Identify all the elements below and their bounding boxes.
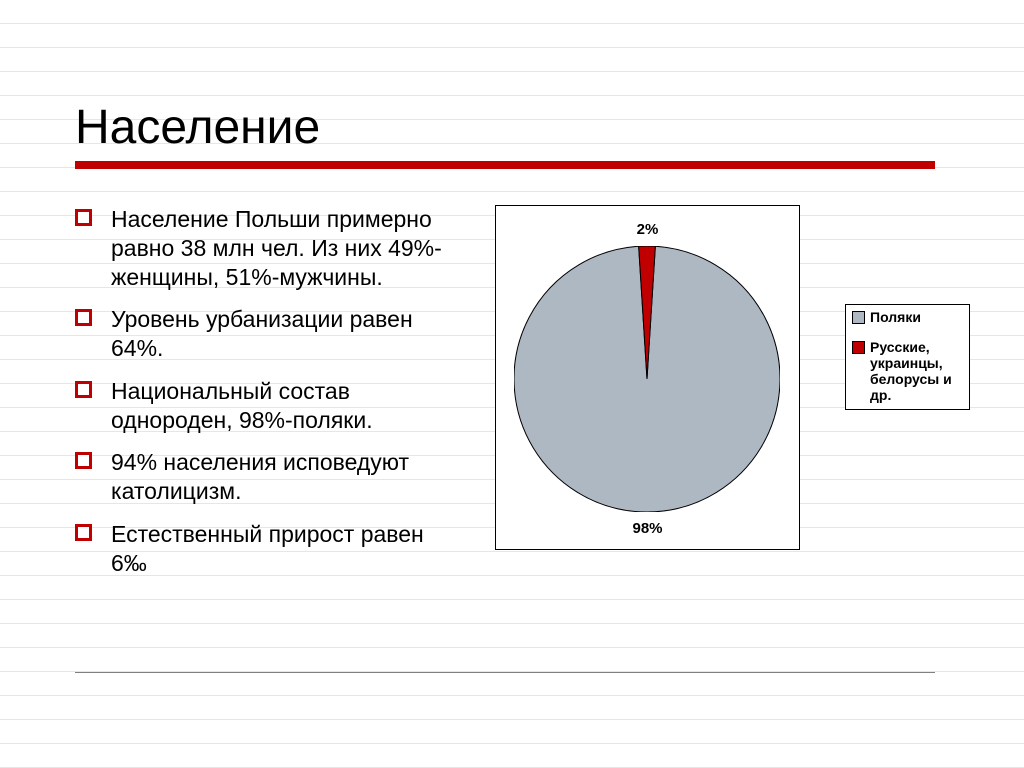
square-bullet-icon: [75, 524, 92, 541]
legend-swatch: [852, 341, 865, 354]
list-item: Население Польши примерно равно 38 млн ч…: [75, 205, 445, 291]
bullet-list: Население Польши примерно равно 38 млн ч…: [75, 205, 445, 591]
square-bullet-icon: [75, 209, 92, 226]
list-item: 94% населения исповедуют католицизм.: [75, 448, 445, 506]
bullet-text: 94% населения исповедуют католицизм.: [111, 449, 409, 504]
bullet-text: Население Польши примерно равно 38 млн ч…: [111, 206, 442, 290]
title-underline: [75, 161, 935, 169]
pie-chart: [514, 246, 780, 512]
list-item: Национальный состав однороден, 98%-поляк…: [75, 377, 445, 435]
slide-content: Население Население Польши примерно равн…: [75, 100, 955, 591]
footer-divider: [75, 672, 935, 673]
legend-label: Поляки: [870, 309, 921, 325]
content-row: Население Польши примерно равно 38 млн ч…: [75, 205, 955, 591]
legend-item: Русские, украинцы, белорусы и др.: [852, 339, 963, 403]
bullet-text: Национальный состав однороден, 98%-поляк…: [111, 378, 373, 433]
pie-label-top: 2%: [496, 221, 799, 238]
legend-swatch: [852, 311, 865, 324]
bullet-text: Уровень урбанизации равен 64%.: [111, 306, 413, 361]
legend-item: Поляки: [852, 309, 963, 325]
list-item: Естественный прирост равен 6‰: [75, 520, 445, 578]
chart-frame: 2% 98%: [495, 205, 800, 550]
chart-container: 2% 98%: [495, 205, 800, 550]
legend-label: Русские, украинцы, белорусы и др.: [870, 339, 963, 403]
bullet-text: Естественный прирост равен 6‰: [111, 521, 424, 576]
square-bullet-icon: [75, 452, 92, 469]
square-bullet-icon: [75, 381, 92, 398]
pie-label-bottom: 98%: [496, 520, 799, 537]
square-bullet-icon: [75, 309, 92, 326]
list-item: Уровень урбанизации равен 64%.: [75, 305, 445, 363]
chart-legend: Поляки Русские, украинцы, белорусы и др.: [845, 304, 970, 410]
page-title: Население: [75, 100, 955, 155]
